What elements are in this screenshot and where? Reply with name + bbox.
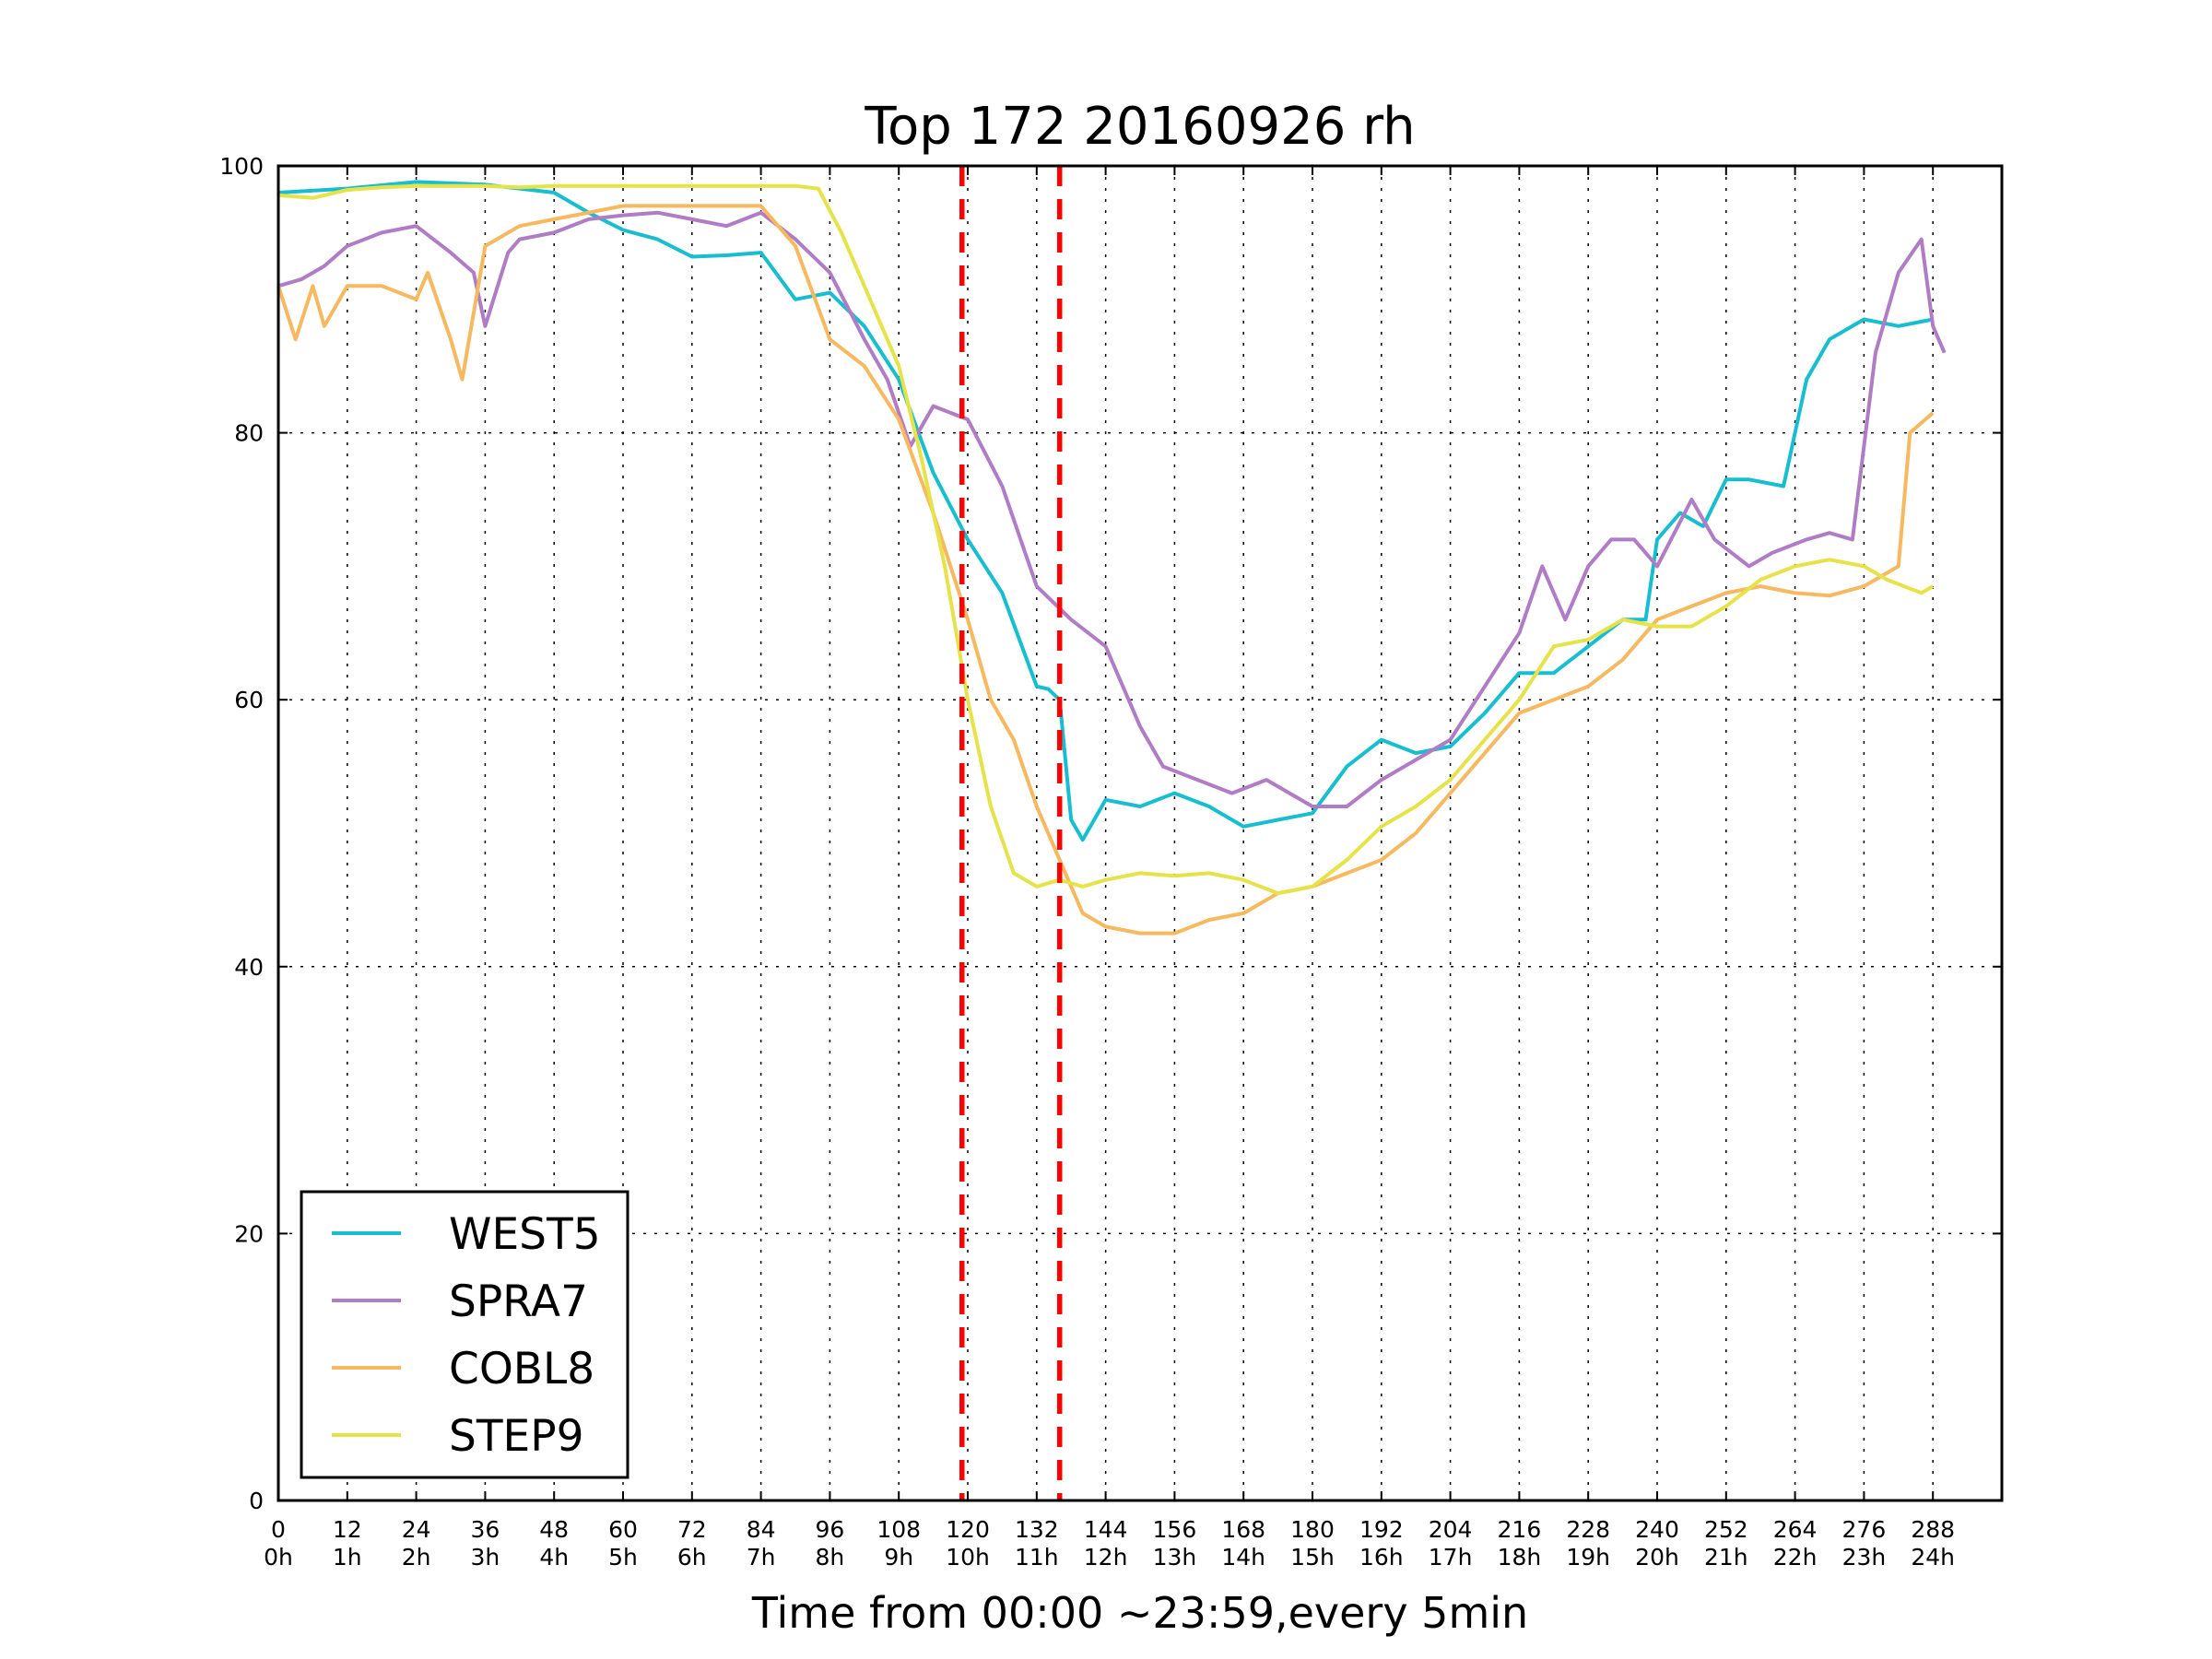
x-tick-sublabel: 19h (1566, 1544, 1610, 1571)
x-tick-label: 84 (747, 1516, 776, 1543)
y-tick-label: 80 (234, 420, 264, 447)
x-tick-label: 72 (677, 1516, 707, 1543)
x-tick-sublabel: 8h (816, 1544, 845, 1571)
legend-entry-spra7: SPRA7 (449, 1277, 588, 1327)
y-tick-label: 100 (219, 153, 264, 180)
x-tick-label: 144 (1084, 1516, 1128, 1543)
x-tick-sublabel: 12h (1084, 1544, 1128, 1571)
legend-entry-step9: STEP9 (449, 1411, 584, 1462)
x-tick-sublabel: 4h (539, 1544, 569, 1571)
y-tick-label: 40 (234, 954, 264, 981)
x-tick-sublabel: 10h (946, 1544, 990, 1571)
x-tick-label: 252 (1704, 1516, 1748, 1543)
x-tick-sublabel: 7h (747, 1544, 776, 1571)
plot-frame (276, 164, 2004, 1502)
x-tick-sublabel: 20h (1635, 1544, 1679, 1571)
x-tick-label: 120 (946, 1516, 990, 1543)
x-tick-sublabel: 18h (1498, 1544, 1542, 1571)
x-tick-label: 168 (1221, 1516, 1265, 1543)
x-tick-label: 288 (1911, 1516, 1955, 1543)
chart-title: Top 172 20160926 rh (864, 97, 1415, 157)
x-tick-sublabel: 24h (1911, 1544, 1955, 1571)
x-tick-label: 228 (1566, 1516, 1610, 1543)
x-tick-label: 48 (539, 1516, 569, 1543)
x-tick-label: 192 (1359, 1516, 1404, 1543)
legend-box (300, 1190, 629, 1479)
x-tick-sublabel: 6h (677, 1544, 707, 1571)
x-tick-label: 276 (1842, 1516, 1887, 1543)
grid (278, 166, 2002, 1500)
x-tick-sublabel: 13h (1153, 1544, 1197, 1571)
series-line-step9 (277, 183, 1935, 896)
x-tick-label: 156 (1153, 1516, 1197, 1543)
x-tick-sublabel: 23h (1842, 1544, 1887, 1571)
x-tick-label: 12 (333, 1516, 362, 1543)
x-tick-label: 216 (1498, 1516, 1542, 1543)
x-tick-sublabel: 22h (1773, 1544, 1818, 1571)
legend: WEST5 SPRA7 COBL8 STEP9 (300, 1190, 629, 1479)
y-tick-label: 60 (234, 687, 264, 713)
x-tick-label: 96 (815, 1516, 844, 1543)
x-tick-label: 0 (271, 1516, 286, 1543)
series-line-west5 (277, 180, 1934, 842)
vertical-markers (959, 166, 1063, 1500)
x-tick-sublabel: 1h (333, 1544, 362, 1571)
y-tick-label: 20 (234, 1220, 264, 1247)
series-lines (276, 180, 1947, 935)
x-tick-sublabel: 9h (884, 1544, 913, 1571)
axis-ticks: 00h121h242h363h484h605h726h847h968h1089h… (219, 153, 2002, 1571)
x-tick-label: 108 (877, 1516, 921, 1543)
x-tick-sublabel: 21h (1704, 1544, 1748, 1571)
x-tick-label: 36 (470, 1516, 500, 1543)
x-tick-label: 264 (1773, 1516, 1818, 1543)
x-tick-sublabel: 5h (608, 1544, 638, 1571)
x-tick-label: 132 (1015, 1516, 1059, 1543)
legend-entry-west5: WEST5 (449, 1209, 601, 1260)
legend-entry-cobl8: COBL8 (449, 1344, 594, 1394)
x-tick-sublabel: 17h (1429, 1544, 1473, 1571)
x-tick-sublabel: 15h (1290, 1544, 1335, 1571)
x-tick-label: 24 (402, 1516, 431, 1543)
y-tick-label: 0 (249, 1488, 264, 1514)
x-tick-sublabel: 2h (402, 1544, 431, 1571)
x-tick-label: 180 (1290, 1516, 1335, 1543)
x-axis-label: Time from 00:00 ~23:59,every 5min (751, 1588, 1528, 1638)
x-tick-sublabel: 0h (264, 1544, 293, 1571)
x-tick-label: 204 (1429, 1516, 1473, 1543)
x-tick-sublabel: 11h (1015, 1544, 1059, 1571)
x-tick-label: 60 (608, 1516, 638, 1543)
x-tick-sublabel: 14h (1221, 1544, 1265, 1571)
series-line-spra7 (277, 210, 1947, 808)
x-tick-label: 240 (1635, 1516, 1679, 1543)
x-tick-sublabel: 16h (1359, 1544, 1404, 1571)
x-tick-sublabel: 3h (471, 1544, 500, 1571)
